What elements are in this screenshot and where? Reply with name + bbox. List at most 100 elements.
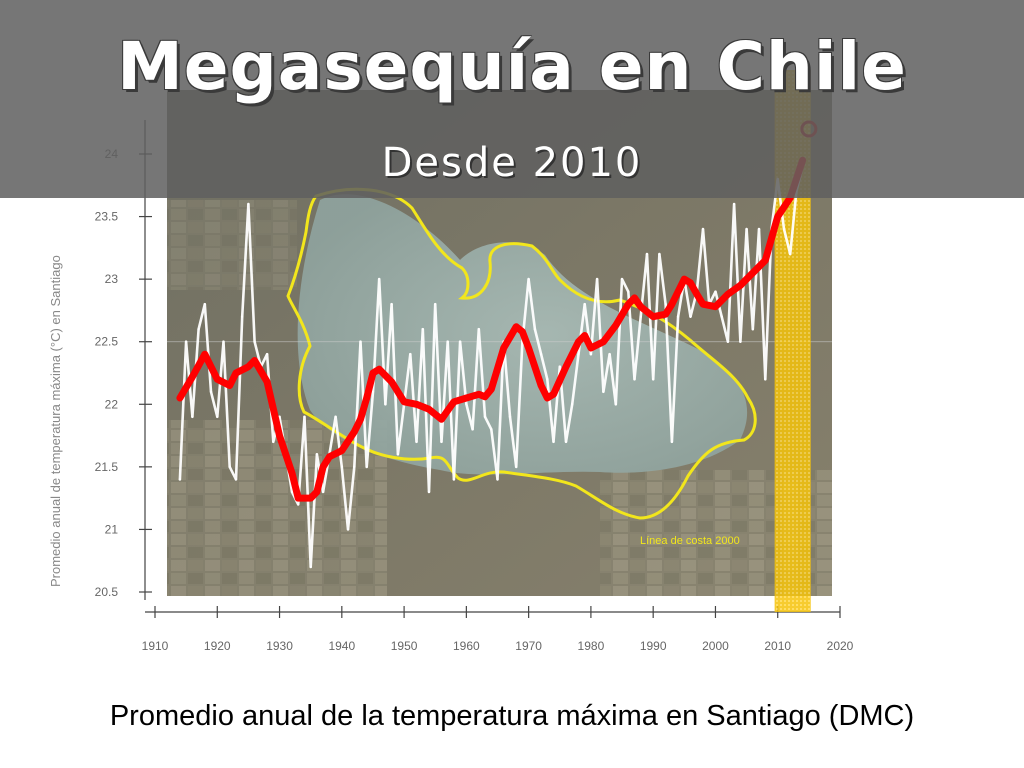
- annual-point: [608, 353, 611, 356]
- coastline-annotation: Línea de costa 2000: [640, 535, 740, 547]
- moving-average-point: [376, 367, 382, 372]
- annual-point: [788, 252, 792, 256]
- annual-point: [222, 340, 225, 343]
- x-tick-label: 1960: [453, 639, 480, 653]
- annual-point: [421, 328, 424, 331]
- annual-point: [365, 465, 368, 469]
- moving-average-point: [576, 339, 581, 344]
- x-tick-label: 2020: [827, 639, 854, 653]
- moving-average-point: [775, 214, 780, 219]
- moving-average-point: [763, 258, 768, 263]
- annual-point: [353, 465, 356, 469]
- moving-average-point: [588, 345, 594, 351]
- annual-point: [670, 440, 674, 444]
- y-tick-label: 23.5: [95, 210, 119, 224]
- moving-average-point: [476, 392, 482, 397]
- annual-point: [297, 503, 300, 506]
- annual-point: [458, 340, 462, 343]
- annual-point: [315, 453, 319, 456]
- moving-average-point: [177, 395, 183, 401]
- x-tick-label: 1950: [391, 639, 418, 653]
- moving-average-point: [700, 301, 706, 307]
- annual-point: [583, 302, 586, 306]
- annual-point: [714, 290, 717, 293]
- annual-point: [658, 252, 661, 256]
- moving-average-point: [650, 314, 656, 319]
- slide-caption: Promedio anual de la temperatura máxima …: [109, 700, 915, 732]
- annual-point: [552, 440, 555, 444]
- annual-point: [334, 415, 337, 418]
- moving-average-point: [327, 454, 332, 460]
- moving-average-point: [445, 408, 450, 413]
- moving-average-point: [277, 433, 282, 438]
- annual-point: [371, 390, 375, 393]
- y-tick-label: 23: [105, 272, 119, 286]
- slide-subtitle: Desde 2010: [381, 140, 643, 186]
- annual-point: [745, 227, 748, 231]
- annual-point: [452, 478, 456, 481]
- moving-average-point: [694, 291, 699, 297]
- moving-average-point: [526, 345, 531, 351]
- moving-average-point: [626, 301, 631, 307]
- moving-average-point: [215, 377, 220, 382]
- moving-average-point: [190, 374, 195, 379]
- annual-point: [191, 415, 194, 418]
- annual-point: [396, 453, 400, 456]
- moving-average-point: [426, 407, 432, 412]
- annual-point: [490, 428, 493, 431]
- annual-point: [676, 315, 680, 318]
- annual-point: [558, 365, 561, 368]
- moving-average-point: [513, 324, 519, 329]
- annual-point: [514, 465, 518, 469]
- moving-average-point: [601, 339, 606, 344]
- x-tick-label: 1910: [142, 639, 169, 653]
- moving-average-point: [738, 283, 743, 288]
- moving-average-point: [370, 370, 376, 376]
- annual-point: [434, 302, 437, 306]
- annual-point: [340, 465, 344, 469]
- moving-average-point: [439, 417, 444, 422]
- annual-point: [303, 415, 306, 418]
- moving-average-point: [545, 395, 550, 401]
- y-tick-label: 20.5: [95, 585, 119, 599]
- annual-point: [639, 315, 642, 318]
- x-tick-label: 1940: [328, 639, 355, 653]
- annual-point: [689, 315, 692, 318]
- moving-average-point: [538, 383, 544, 388]
- annual-point: [726, 340, 730, 343]
- y-tick-label: 21: [105, 522, 119, 536]
- annual-point: [664, 302, 667, 306]
- annual-point: [278, 415, 281, 418]
- annual-point: [732, 202, 736, 206]
- annual-point: [589, 353, 593, 356]
- y-axis-label: Promedio anual de temperatura máxima (°C…: [48, 255, 63, 587]
- annual-point: [197, 328, 200, 331]
- annual-point: [633, 378, 636, 381]
- annual-point: [483, 415, 487, 418]
- moving-average-point: [296, 495, 301, 501]
- annual-point: [265, 353, 269, 356]
- annual-point: [533, 328, 537, 331]
- moving-average-point: [682, 276, 687, 282]
- moving-average-point: [725, 291, 731, 297]
- moving-average-point: [563, 364, 569, 369]
- annual-point: [415, 440, 418, 444]
- annual-point: [720, 315, 723, 318]
- annual-point: [240, 315, 244, 318]
- moving-average-point: [289, 470, 295, 476]
- moving-average-point: [613, 323, 619, 328]
- moving-average-point: [252, 358, 257, 363]
- moving-average-point: [246, 364, 251, 369]
- moving-average-point: [352, 429, 357, 435]
- moving-average-line: [176, 156, 807, 502]
- annual-point: [508, 415, 512, 418]
- annual-point: [272, 440, 275, 444]
- moving-average-point: [339, 448, 345, 453]
- annual-point: [440, 440, 443, 444]
- annual-point: [527, 277, 530, 281]
- moving-average-point: [401, 399, 407, 404]
- annual-point: [377, 277, 381, 281]
- annual-point: [620, 277, 624, 281]
- x-tick-label: 1930: [266, 639, 293, 653]
- moving-average-point: [482, 394, 488, 399]
